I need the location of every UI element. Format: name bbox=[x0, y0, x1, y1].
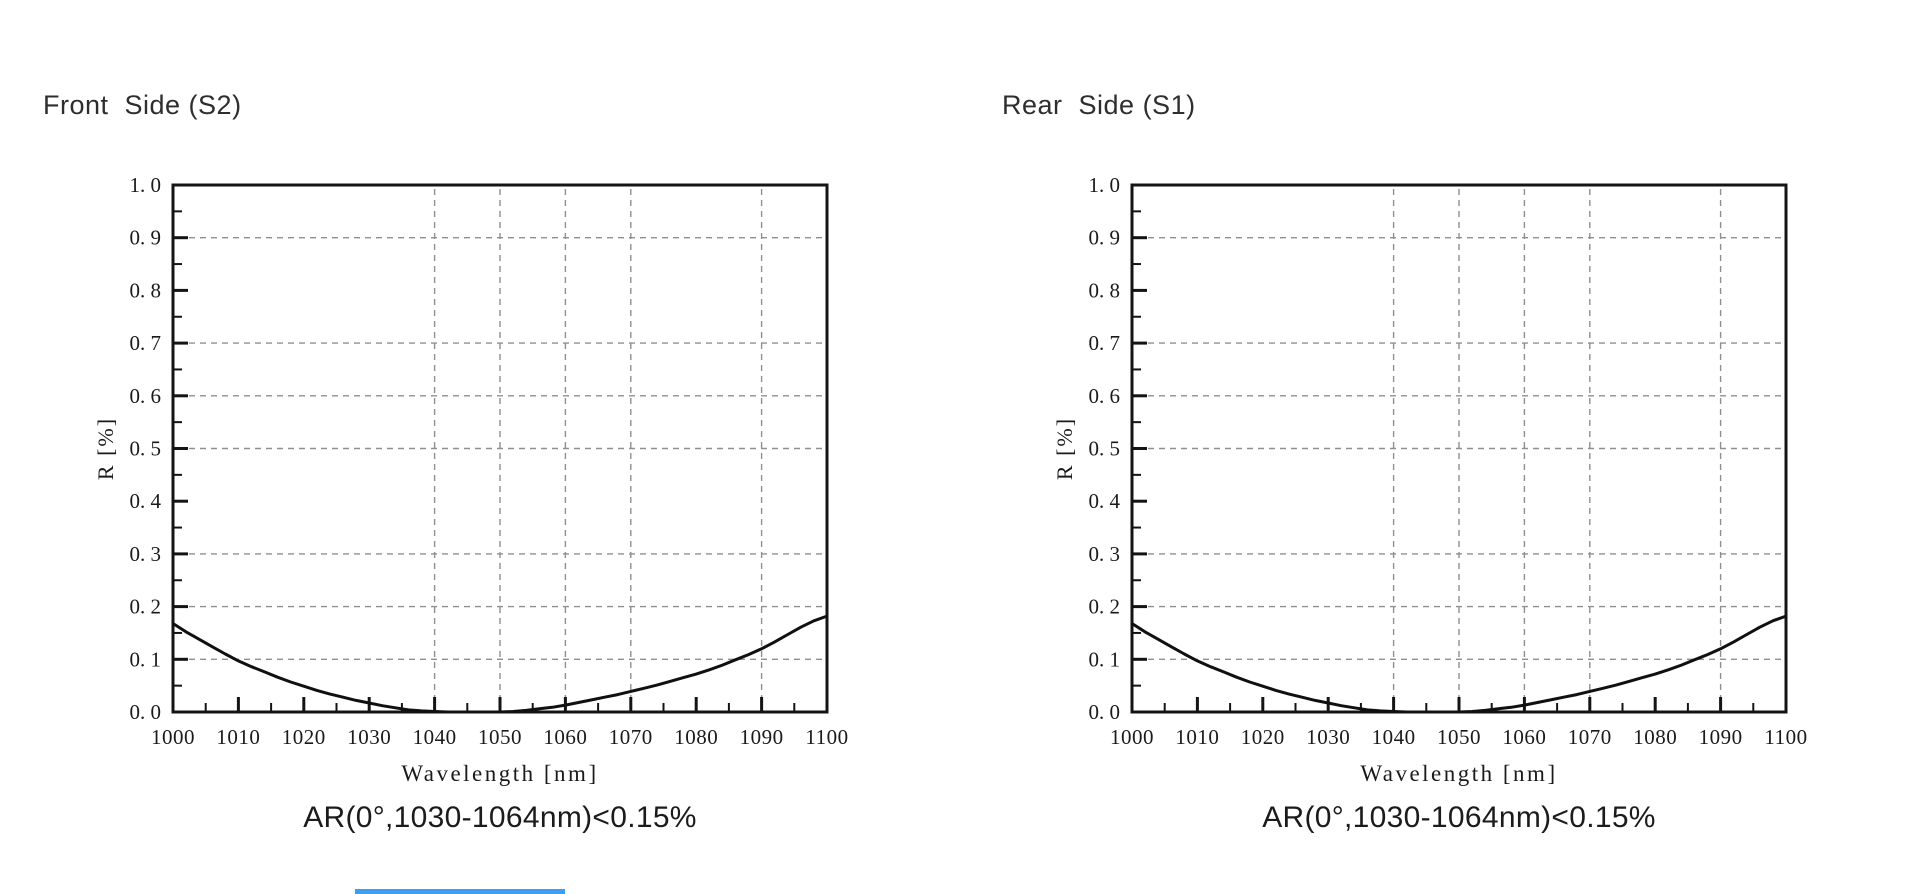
svg-text:1090: 1090 bbox=[1699, 725, 1743, 749]
y-axis-label: R [%] bbox=[93, 417, 118, 480]
y-tick-labels: 0. 0 0. 1 0. 2 0. 3 0. 4 0. 5 0. 6 0. 7 0. 8 0. 9… bbox=[130, 173, 162, 724]
svg-text:1040: 1040 bbox=[413, 725, 457, 749]
svg-text:1. 0: 1. 0 bbox=[130, 173, 162, 197]
front-side-chart: Front Side (S2) 1000 1010 1020 1030 1040 1050… bbox=[0, 0, 959, 894]
svg-text:0. 4: 0. 4 bbox=[130, 489, 162, 513]
svg-text:1070: 1070 bbox=[609, 725, 653, 749]
svg-text:0. 6: 0. 6 bbox=[1089, 384, 1121, 408]
svg-text:0. 5: 0. 5 bbox=[1089, 437, 1121, 461]
reflectance-curve bbox=[1130, 614, 1788, 714]
svg-text:1050: 1050 bbox=[478, 725, 522, 749]
svg-text:1050: 1050 bbox=[1437, 725, 1481, 749]
svg-text:1090: 1090 bbox=[740, 725, 784, 749]
svg-text:1020: 1020 bbox=[282, 725, 326, 749]
svg-text:1060: 1060 bbox=[543, 725, 587, 749]
reflectance-plot-rear: 1000 1010 1020 1030 1040 1050 1060 1070 1080 1090… bbox=[1052, 173, 1807, 786]
svg-text:1040: 1040 bbox=[1372, 725, 1416, 749]
svg-text:1000: 1000 bbox=[151, 725, 195, 749]
bottom-accent-bar bbox=[355, 889, 565, 894]
svg-text:1020: 1020 bbox=[1241, 725, 1285, 749]
svg-text:1. 0: 1. 0 bbox=[1089, 173, 1121, 197]
svg-text:0. 7: 0. 7 bbox=[130, 331, 162, 355]
rear-side-chart: Rear Side (S1) 1000 1010 1020 1030 1040 1050 1… bbox=[959, 0, 1918, 894]
reflectance-plot-front: 1000 1010 1020 1030 1040 1050 1060 1070 1080 1090… bbox=[93, 173, 848, 786]
svg-text:1070: 1070 bbox=[1568, 725, 1612, 749]
x-tick-labels: 1000 1010 1020 1030 1040 1050 1060 1070 1080 1090… bbox=[151, 725, 848, 749]
chart-title-front: Front Side (S2) bbox=[43, 90, 242, 120]
y-axis-label: R [%] bbox=[1052, 417, 1077, 480]
svg-text:1100: 1100 bbox=[1764, 725, 1807, 749]
svg-text:0. 9: 0. 9 bbox=[130, 226, 162, 250]
svg-text:1010: 1010 bbox=[216, 725, 260, 749]
reflectance-curve bbox=[171, 614, 829, 714]
svg-text:0. 2: 0. 2 bbox=[1089, 595, 1121, 619]
svg-text:0. 2: 0. 2 bbox=[130, 595, 162, 619]
svg-text:0. 8: 0. 8 bbox=[1089, 278, 1121, 302]
x-axis-label: Wavelength [nm] bbox=[401, 761, 598, 786]
gridlines bbox=[189, 189, 825, 709]
svg-text:0. 3: 0. 3 bbox=[130, 542, 162, 566]
svg-text:0. 5: 0. 5 bbox=[130, 437, 162, 461]
svg-text:0. 9: 0. 9 bbox=[1089, 226, 1121, 250]
x-axis-label: Wavelength [nm] bbox=[1360, 761, 1557, 786]
svg-text:0. 8: 0. 8 bbox=[130, 278, 162, 302]
svg-text:0. 7: 0. 7 bbox=[1089, 331, 1121, 355]
svg-text:1060: 1060 bbox=[1502, 725, 1546, 749]
svg-text:0. 3: 0. 3 bbox=[1089, 542, 1121, 566]
svg-text:0. 0: 0. 0 bbox=[130, 700, 162, 724]
y-tick-labels: 0. 0 0. 1 0. 2 0. 3 0. 4 0. 5 0. 6 0. 7 0. 8 0. 9… bbox=[1089, 173, 1121, 724]
gridlines bbox=[1148, 189, 1784, 709]
svg-text:1010: 1010 bbox=[1175, 725, 1219, 749]
svg-text:0. 4: 0. 4 bbox=[1089, 489, 1121, 513]
svg-text:0. 0: 0. 0 bbox=[1089, 700, 1121, 724]
svg-text:1100: 1100 bbox=[805, 725, 848, 749]
svg-text:1030: 1030 bbox=[1306, 725, 1350, 749]
ar-spec-caption-front: AR(0°,1030-1064nm)<0.15% bbox=[303, 801, 697, 834]
x-tick-labels: 1000 1010 1020 1030 1040 1050 1060 1070 1080 1090… bbox=[1110, 725, 1807, 749]
svg-text:1030: 1030 bbox=[347, 725, 391, 749]
svg-text:1080: 1080 bbox=[674, 725, 718, 749]
svg-text:1080: 1080 bbox=[1633, 725, 1677, 749]
svg-text:0. 1: 0. 1 bbox=[130, 647, 162, 671]
ar-spec-caption-rear: AR(0°,1030-1064nm)<0.15% bbox=[1262, 801, 1656, 834]
chart-title-rear: Rear Side (S1) bbox=[1002, 90, 1196, 120]
svg-text:0. 1: 0. 1 bbox=[1089, 647, 1121, 671]
svg-text:1000: 1000 bbox=[1110, 725, 1154, 749]
svg-text:0. 6: 0. 6 bbox=[130, 384, 162, 408]
